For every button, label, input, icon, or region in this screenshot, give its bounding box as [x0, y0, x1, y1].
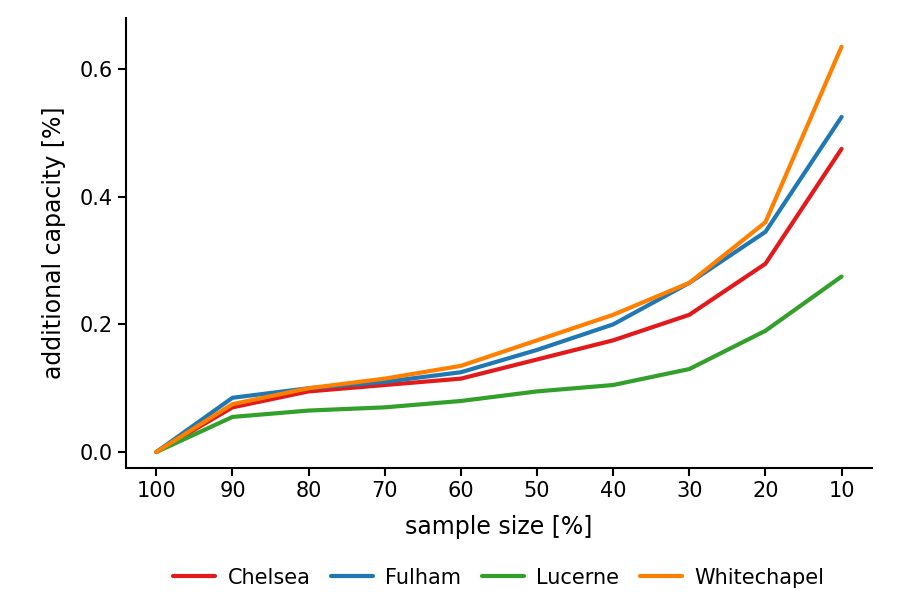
- Lucerne: [531, 388, 542, 395]
- Whitechapel: [684, 279, 695, 286]
- Chelsea: [379, 382, 390, 389]
- Lucerne: [303, 407, 314, 414]
- Whitechapel: [456, 362, 467, 370]
- Fulham: [760, 228, 770, 235]
- Chelsea: [303, 388, 314, 395]
- Whitechapel: [608, 311, 619, 319]
- Fulham: [151, 448, 162, 455]
- Whitechapel: [379, 375, 390, 382]
- Line: Whitechapel: Whitechapel: [156, 47, 841, 452]
- Fulham: [531, 346, 542, 353]
- Lucerne: [684, 365, 695, 373]
- X-axis label: sample size [%]: sample size [%]: [405, 515, 592, 539]
- Y-axis label: additional capacity [%]: additional capacity [%]: [41, 107, 66, 379]
- Chelsea: [684, 311, 695, 319]
- Line: Fulham: Fulham: [156, 117, 841, 452]
- Line: Chelsea: Chelsea: [156, 149, 841, 452]
- Lucerne: [608, 382, 619, 389]
- Chelsea: [531, 356, 542, 363]
- Fulham: [456, 368, 467, 376]
- Fulham: [379, 378, 390, 385]
- Chelsea: [456, 375, 467, 382]
- Whitechapel: [760, 218, 770, 226]
- Lucerne: [227, 413, 238, 421]
- Fulham: [608, 321, 619, 328]
- Whitechapel: [151, 448, 162, 455]
- Lucerne: [151, 448, 162, 455]
- Lucerne: [379, 404, 390, 411]
- Chelsea: [227, 404, 238, 411]
- Fulham: [684, 279, 695, 286]
- Chelsea: [608, 337, 619, 344]
- Chelsea: [760, 260, 770, 268]
- Lucerne: [760, 327, 770, 334]
- Fulham: [227, 394, 238, 401]
- Whitechapel: [531, 337, 542, 344]
- Line: Lucerne: Lucerne: [156, 277, 841, 452]
- Lucerne: [456, 397, 467, 404]
- Fulham: [836, 113, 847, 121]
- Lucerne: [836, 273, 847, 280]
- Chelsea: [836, 145, 847, 152]
- Legend: Chelsea, Fulham, Lucerne, Whitechapel: Chelsea, Fulham, Lucerne, Whitechapel: [165, 559, 832, 596]
- Fulham: [303, 385, 314, 392]
- Whitechapel: [836, 43, 847, 50]
- Whitechapel: [227, 401, 238, 408]
- Chelsea: [151, 448, 162, 455]
- Whitechapel: [303, 385, 314, 392]
